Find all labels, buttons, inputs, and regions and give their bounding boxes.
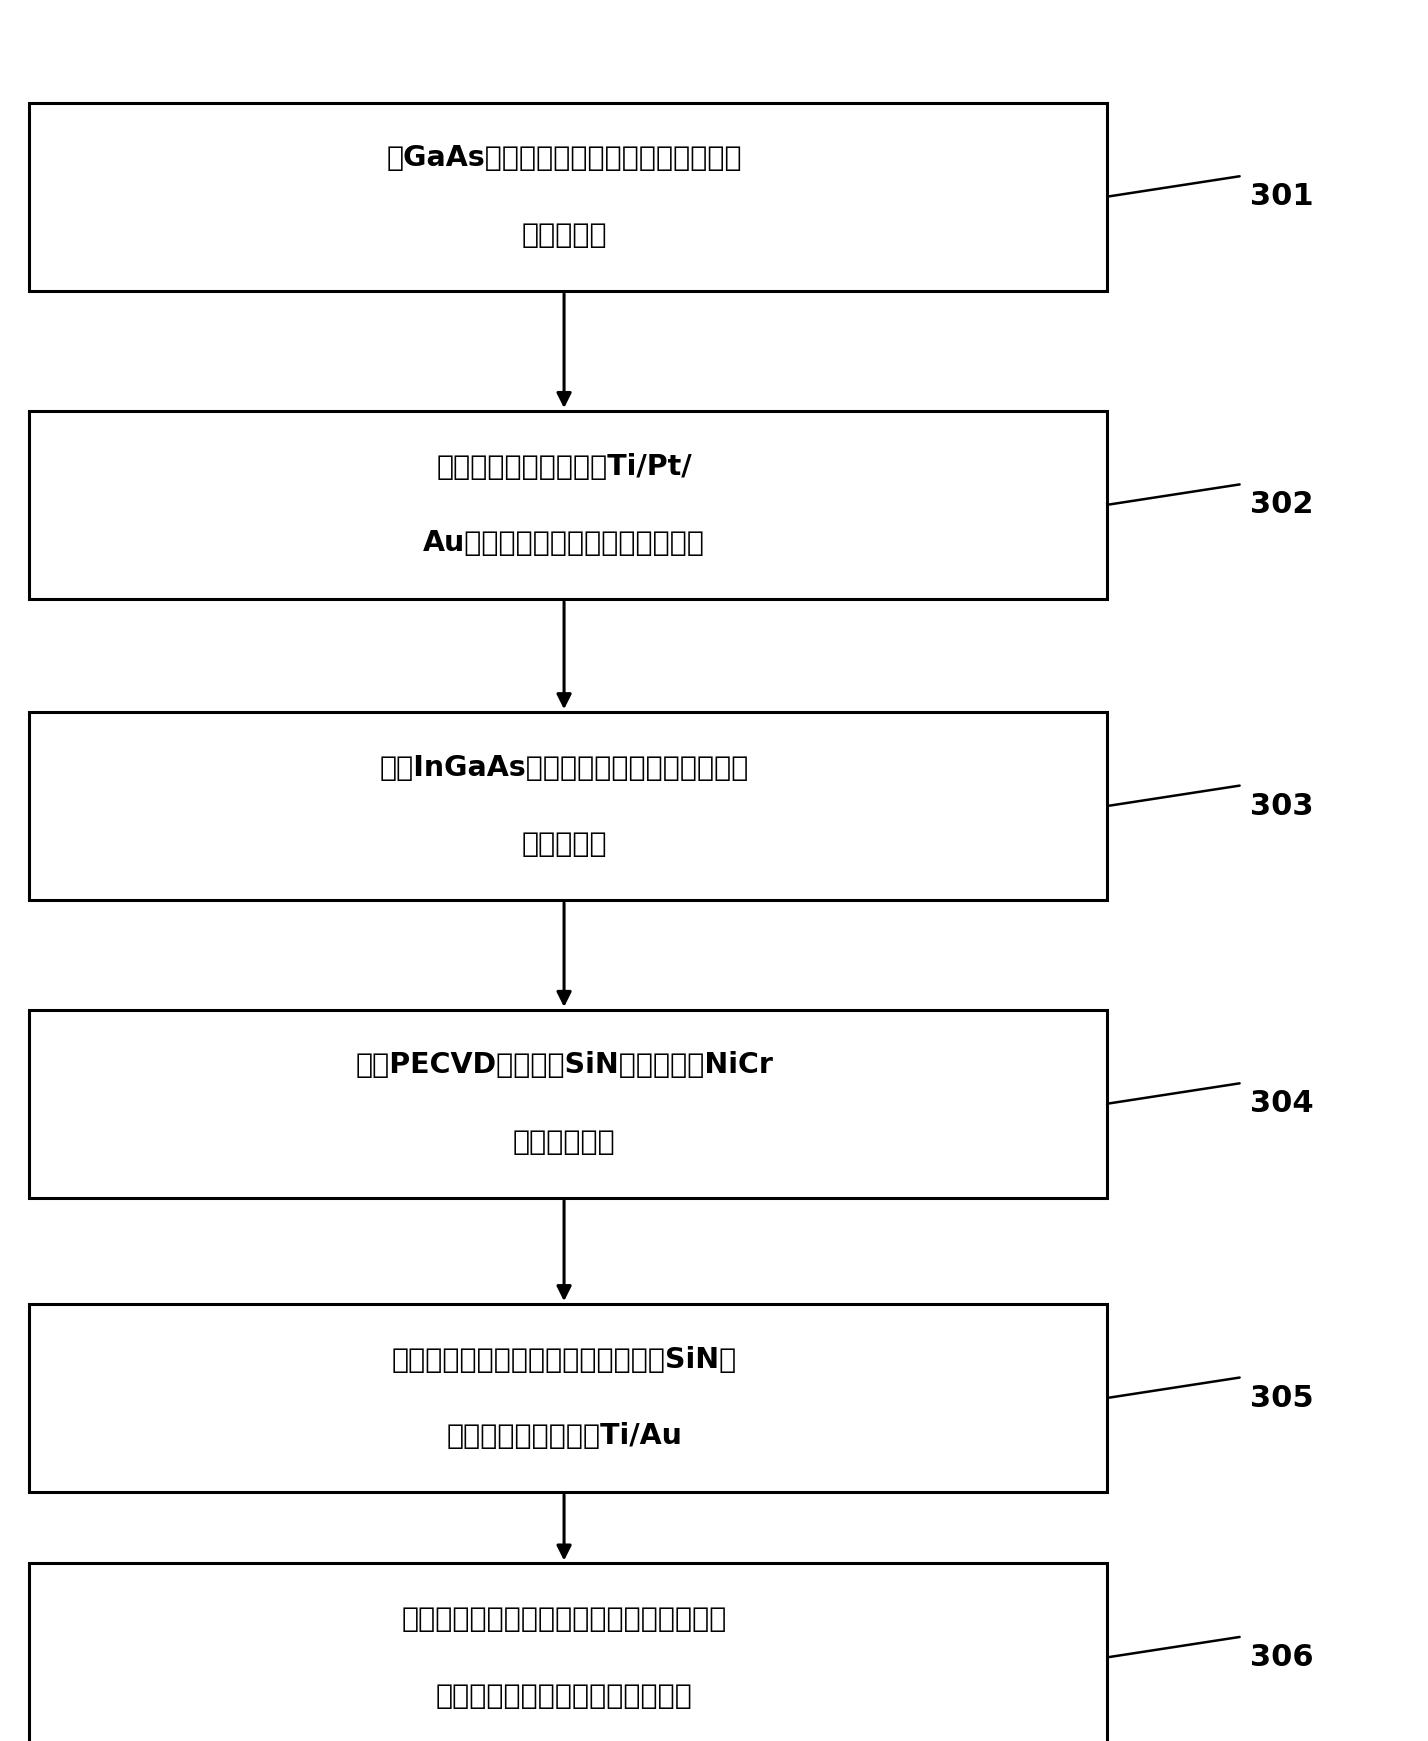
- Text: 再进行光刻二次布线Ti/Au: 再进行光刻二次布线Ti/Au: [446, 1422, 683, 1450]
- Bar: [29, 712, 1107, 900]
- Text: 腐蚀InGaAs帽层，形成增强型栅极，实现: 腐蚀InGaAs帽层，形成增强型栅极，实现: [380, 754, 748, 782]
- Bar: [29, 103, 1107, 291]
- Text: 常规金属剥离形成金属图形，实现微波开关: 常规金属剥离形成金属图形，实现微波开关: [401, 1605, 727, 1633]
- Text: Au形成欧姆接触，实现源漏的制备: Au形成欧姆接触，实现源漏的制备: [423, 529, 705, 557]
- Text: 303: 303: [1250, 792, 1312, 820]
- Text: 进行预处理: 进行预处理: [521, 221, 607, 249]
- Bar: [29, 1010, 1107, 1198]
- Text: 304: 304: [1250, 1090, 1314, 1118]
- Text: 栅极的制备: 栅极的制备: [521, 830, 607, 858]
- Text: 合金制作电阻: 合金制作电阻: [513, 1128, 615, 1156]
- Text: 对源漏进行光刻，蒸发Ti/Pt/: 对源漏进行光刻，蒸发Ti/Pt/: [436, 453, 693, 481]
- Text: 302: 302: [1250, 491, 1312, 519]
- Text: 306: 306: [1250, 1644, 1314, 1671]
- Text: 及其逻辑控制电路单片集成的制作: 及其逻辑控制电路单片集成的制作: [436, 1682, 693, 1710]
- Bar: [29, 1304, 1107, 1492]
- Text: 305: 305: [1250, 1384, 1314, 1412]
- Bar: [29, 1563, 1107, 1741]
- Bar: [29, 411, 1107, 599]
- Text: 301: 301: [1250, 183, 1314, 211]
- Text: 对GaAs基应变高电子迁移率晶体管外延片: 对GaAs基应变高电子迁移率晶体管外延片: [386, 145, 743, 172]
- Text: 刻孔，蒸发一次布线金属，再长介质SiN，: 刻孔，蒸发一次布线金属，再长介质SiN，: [391, 1346, 737, 1374]
- Text: 采用PECVD生长一层SiN介质，溅射NiCr: 采用PECVD生长一层SiN介质，溅射NiCr: [356, 1052, 773, 1079]
